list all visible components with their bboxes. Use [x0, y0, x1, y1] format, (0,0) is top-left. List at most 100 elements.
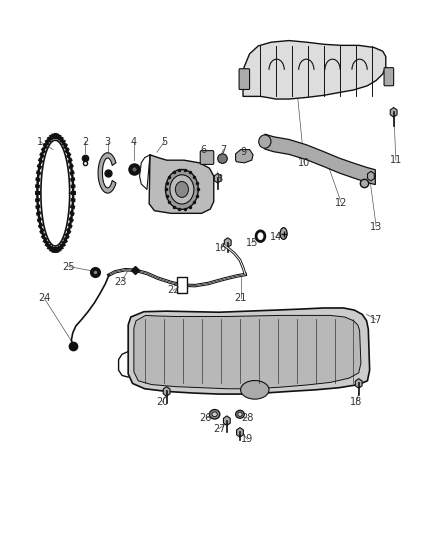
Bar: [56, 133, 59, 140]
Text: 19: 19: [241, 434, 254, 445]
Bar: [45, 139, 49, 146]
FancyBboxPatch shape: [200, 151, 214, 165]
Bar: [49, 245, 53, 252]
Polygon shape: [163, 386, 170, 396]
Bar: [63, 237, 68, 244]
Bar: [38, 158, 43, 164]
Text: 8: 8: [216, 174, 222, 184]
Bar: [68, 164, 74, 169]
Polygon shape: [224, 238, 231, 247]
Bar: [71, 184, 76, 188]
Text: 2: 2: [83, 136, 89, 147]
Text: 27: 27: [213, 424, 225, 434]
Ellipse shape: [212, 412, 217, 417]
Bar: [70, 177, 75, 182]
Ellipse shape: [218, 154, 227, 164]
Bar: [67, 158, 73, 164]
Polygon shape: [390, 108, 397, 117]
Text: 6: 6: [201, 144, 207, 155]
Ellipse shape: [170, 175, 194, 204]
Bar: [45, 240, 49, 247]
Bar: [35, 205, 41, 209]
Polygon shape: [237, 427, 244, 437]
Text: 14: 14: [270, 232, 282, 243]
Text: 13: 13: [370, 222, 382, 232]
Bar: [57, 134, 61, 141]
Bar: [35, 177, 41, 182]
Polygon shape: [214, 173, 221, 183]
Text: 18: 18: [350, 397, 363, 407]
Bar: [61, 139, 66, 146]
Text: 11: 11: [390, 155, 402, 165]
Polygon shape: [223, 416, 230, 425]
Text: 5: 5: [161, 136, 168, 147]
Bar: [54, 133, 57, 139]
Polygon shape: [149, 155, 214, 213]
Text: 7: 7: [220, 144, 226, 155]
Ellipse shape: [166, 169, 198, 209]
Bar: [36, 170, 41, 175]
Bar: [42, 143, 48, 150]
Bar: [71, 198, 76, 202]
Bar: [57, 245, 61, 252]
Polygon shape: [134, 316, 361, 389]
Bar: [37, 164, 42, 169]
Text: 1: 1: [37, 136, 43, 147]
Bar: [64, 147, 70, 154]
Bar: [60, 243, 64, 250]
Ellipse shape: [240, 381, 269, 399]
Bar: [70, 205, 75, 209]
Text: 9: 9: [240, 147, 246, 157]
Bar: [37, 217, 42, 223]
Bar: [35, 198, 40, 202]
Bar: [54, 247, 57, 253]
Text: 23: 23: [115, 278, 127, 287]
Polygon shape: [265, 134, 375, 184]
Text: 24: 24: [38, 293, 50, 303]
Text: 22: 22: [167, 286, 180, 295]
Bar: [35, 184, 40, 188]
Bar: [36, 211, 41, 216]
Text: 25: 25: [62, 262, 74, 271]
Ellipse shape: [280, 228, 287, 239]
Bar: [39, 228, 45, 235]
Polygon shape: [236, 150, 253, 163]
Bar: [35, 191, 40, 195]
Text: 10: 10: [298, 158, 310, 168]
Ellipse shape: [238, 412, 242, 416]
FancyBboxPatch shape: [384, 68, 394, 86]
Text: 3: 3: [105, 136, 111, 147]
Text: 16: 16: [215, 243, 227, 253]
Bar: [38, 222, 43, 229]
Ellipse shape: [256, 231, 265, 241]
Bar: [41, 232, 46, 239]
Bar: [39, 152, 45, 158]
Ellipse shape: [236, 410, 244, 418]
Bar: [68, 217, 74, 223]
Text: 20: 20: [156, 397, 169, 407]
Polygon shape: [243, 41, 386, 99]
Ellipse shape: [209, 409, 220, 419]
Bar: [61, 240, 66, 247]
Bar: [67, 222, 73, 229]
FancyBboxPatch shape: [239, 69, 250, 90]
Polygon shape: [128, 308, 370, 395]
Bar: [41, 147, 46, 154]
Bar: [63, 143, 68, 150]
Text: 17: 17: [370, 314, 382, 325]
Polygon shape: [355, 378, 362, 388]
Bar: [71, 191, 76, 195]
Bar: [66, 228, 71, 235]
Bar: [47, 136, 51, 143]
Bar: [66, 152, 71, 158]
Polygon shape: [98, 153, 116, 193]
Text: 15: 15: [246, 238, 258, 247]
Bar: [60, 136, 64, 143]
Bar: [42, 237, 48, 244]
Text: 28: 28: [241, 413, 254, 423]
Text: 21: 21: [235, 293, 247, 303]
Bar: [51, 247, 55, 253]
Ellipse shape: [259, 135, 271, 148]
Text: 4: 4: [131, 136, 137, 147]
Bar: [56, 247, 59, 253]
